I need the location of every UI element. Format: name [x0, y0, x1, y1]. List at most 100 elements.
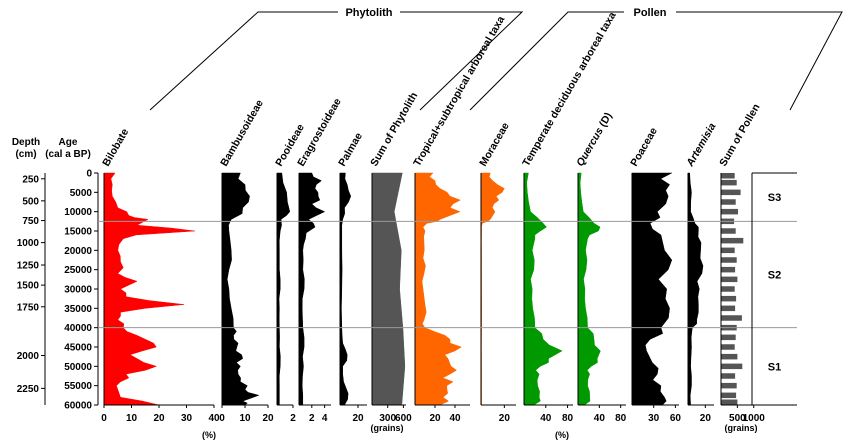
x-tick-label: 20 — [429, 413, 441, 424]
unit-label-grains-pollen: (grains) — [724, 423, 757, 433]
panel-bambusoideae: 0 10 20 Bambusoideae — [218, 98, 274, 424]
x-tick-label: 40 — [449, 413, 461, 424]
x-tick-label: 40 — [208, 413, 220, 424]
panel-poaceae: 30 60 Poaceae — [628, 125, 681, 424]
age-tick-label: 30000 — [64, 285, 92, 296]
bar-sum-of-pollen — [721, 305, 736, 312]
series-area-bilobate — [103, 172, 195, 406]
bar-sum-of-pollen — [721, 334, 736, 341]
series-label-temperate-deciduous-arboreal-taxa: Temperate deciduous arboreal taxa — [520, 10, 618, 169]
bar-sum-of-pollen — [721, 189, 741, 196]
group-label-phytolith: Phytolith — [345, 7, 392, 19]
panel-temperate-deciduous-arboreal-taxa: 40 80 Temperate deciduous arboreal taxa — [520, 10, 618, 424]
group-label-pollen: Pollen — [633, 7, 666, 19]
depth-tick-label: 750 — [22, 216, 39, 227]
x-tick-label: 60 — [670, 413, 682, 424]
panel-palmae: 20 Palmae — [336, 131, 367, 424]
age-tick-label: 20000 — [64, 246, 92, 257]
panel-artemisia: 20 Artemisia — [684, 121, 719, 424]
series-area-tropical-subtropical-arboreal-taxa — [414, 172, 462, 406]
series-area-quercus-d — [577, 172, 601, 406]
bar-sum-of-pollen — [721, 399, 738, 405]
panel-bilobate: 0 10 20 30 40 Bilobate — [100, 126, 220, 424]
age-tick-label: 35000 — [64, 304, 92, 315]
x-tick-label: 40 — [540, 413, 552, 424]
series-area-moraceae — [480, 172, 505, 406]
age-tick-label: 0 — [86, 169, 92, 180]
bar-sum-of-pollen — [721, 276, 738, 283]
left-axes: Depth (cm) Age (cal a BP) 0 5000 10000 1500… — [12, 137, 99, 412]
bar-sum-of-pollen — [721, 382, 737, 389]
depth-tick-label: 1750 — [17, 302, 40, 313]
x-tick-label: 2 — [290, 413, 296, 424]
series-label-bambusoideae: Bambusoideae — [218, 98, 266, 169]
x-tick-label: 80 — [562, 413, 574, 424]
series-area-pooideae — [276, 172, 291, 406]
bar-sum-of-pollen — [721, 173, 735, 179]
x-tick-label: 600 — [395, 413, 412, 424]
depth-tick-label: 1500 — [17, 281, 40, 292]
x-tick-label: 20 — [153, 413, 165, 424]
x-tick-label: 40 — [594, 413, 606, 424]
pollen-bracket-left — [469, 11, 624, 111]
bar-sum-of-pollen — [721, 179, 737, 186]
series-area-bambusoideae — [221, 172, 260, 406]
depth-tick-label: 250 — [22, 174, 39, 185]
unit-label-grains-phytolith: (grains) — [370, 423, 403, 433]
series-label-artemisia: Artemisia — [684, 121, 719, 169]
x-tick-label: 80 — [615, 413, 627, 424]
group-headers: Phytolith Pollen — [149, 7, 843, 111]
series-label-palmae: Palmae — [336, 131, 365, 169]
bar-sum-of-pollen — [721, 344, 735, 350]
age-tick-label: 25000 — [64, 265, 92, 276]
x-tick-label: 500 — [729, 413, 746, 424]
x-tick-label: 20 — [700, 413, 712, 424]
bar-sum-of-pollen — [721, 363, 743, 370]
zones: S3 S2 S1 — [98, 172, 797, 406]
depth-tick-label: 500 — [22, 196, 39, 207]
bar-sum-of-pollen — [721, 266, 736, 273]
series-area-artemisia — [687, 172, 704, 406]
bar-sum-of-pollen — [721, 237, 744, 244]
bar-sum-of-pollen — [721, 208, 738, 215]
series-area-eragrostoideae — [298, 172, 326, 406]
series-label-sum-of-phytolith: Sum of Phytolith — [368, 90, 420, 168]
zone-label-s3: S3 — [768, 192, 781, 204]
x-tick-label: 4 — [322, 413, 328, 424]
bar-sum-of-pollen — [721, 315, 742, 321]
panel-sum-of-phytolith: 300 600 Sum of Phytolith — [368, 90, 420, 424]
age-tick-label: 5000 — [70, 188, 93, 199]
depth-axis-label-line2: (cm) — [15, 149, 36, 160]
bar-sum-of-pollen — [721, 257, 737, 263]
phytolith-bracket-right — [400, 11, 524, 111]
depth-tick-label: 2250 — [17, 384, 40, 395]
zone-label-s2: S2 — [768, 270, 781, 282]
x-tick-label: 20 — [352, 413, 364, 424]
unit-label-percent-left: (%) — [202, 430, 216, 440]
bar-sum-of-pollen — [721, 373, 736, 379]
age-tick-label: 15000 — [64, 227, 92, 238]
panel-quercus-d: 40 80 Quercus (D) — [574, 110, 626, 424]
bar-sum-of-pollen — [721, 199, 736, 205]
x-tick-label: 0 — [219, 413, 225, 424]
zone-label-s1: S1 — [768, 361, 781, 373]
bar-sum-of-pollen — [721, 295, 737, 302]
series-label-quercus-d: Quercus (D) — [574, 110, 614, 168]
bar-sum-of-pollen — [721, 353, 738, 360]
depth-tick-label: 2000 — [17, 351, 40, 362]
bar-sum-of-pollen — [721, 228, 736, 234]
series-area-sum-of-phytolith — [371, 172, 406, 406]
x-tick-label: 30 — [648, 413, 660, 424]
x-tick-label: 0 — [101, 413, 107, 424]
x-tick-label: 10 — [126, 413, 138, 424]
x-tick-label: 2 — [309, 413, 315, 424]
series-label-poaceae: Poaceae — [628, 125, 660, 168]
depth-axis-label-line1: Depth — [12, 137, 40, 148]
series-label-sum-of-pollen: Sum of Pollen — [717, 102, 762, 169]
bar-sum-of-pollen — [721, 247, 735, 254]
